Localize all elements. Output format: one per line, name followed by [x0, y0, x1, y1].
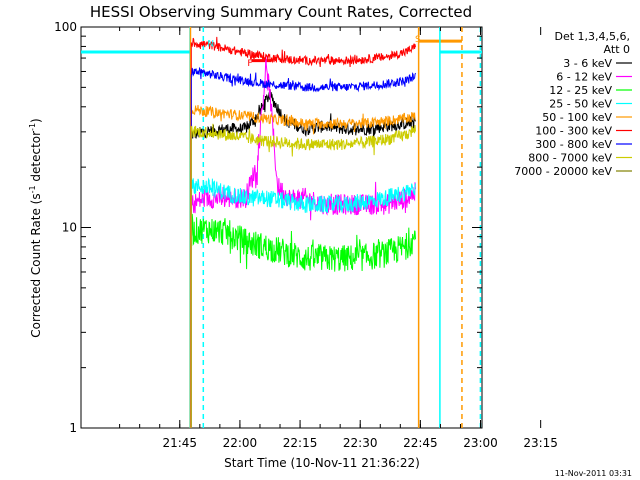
legend-entry-label: 7000 - 20000 keV — [514, 165, 612, 178]
legend-entry-label: 25 - 50 keV — [549, 98, 612, 111]
series-line-6 — [190, 66, 416, 428]
series-line-4 — [190, 105, 416, 428]
x-tick-label: 22:00 — [223, 436, 258, 450]
legend-header-line-2: Att 0 — [604, 43, 630, 56]
legend-entry-label: 6 - 12 keV — [556, 71, 612, 84]
y-tick-label: 100 — [54, 20, 77, 34]
series-line-5 — [190, 36, 416, 428]
x-axis: 21:45 22:00 22:15 22:30 22:45 23:00 23:15 — [119, 27, 558, 450]
legend-entry-label: 800 - 7000 keV — [528, 152, 612, 165]
legend-entry-label: 3 - 6 keV — [563, 57, 612, 70]
x-tick-label: 22:30 — [343, 436, 378, 450]
series-layer — [190, 36, 416, 428]
legend-entry-label: 50 - 100 keV — [542, 111, 612, 124]
x-tick-label: 22:15 — [283, 436, 318, 450]
x-tick-label: 23:15 — [523, 436, 558, 450]
chart-title: HESSI Observing Summary Count Rates, Cor… — [90, 3, 472, 21]
annotation-s: S — [415, 35, 421, 45]
series-line-7 — [190, 123, 416, 428]
legend-header-line-1: Det 1,3,4,5,6, — [554, 30, 630, 43]
x-axis-label: Start Time (10-Nov-11 21:36:22) — [224, 456, 420, 470]
series-line-1 — [190, 55, 416, 428]
y-tick-label: 10 — [62, 221, 77, 235]
legend-entry-label: 300 - 800 keV — [535, 138, 612, 151]
legend-entry-label: 100 - 300 keV — [535, 125, 612, 138]
plot-area: N F S — [80, 26, 483, 429]
annotation-f: F — [247, 59, 252, 69]
series-line-2 — [190, 213, 416, 428]
y-axis-label: Corrected Count Rate (s-1 detector-1) — [28, 118, 43, 337]
x-tick-label: 23:00 — [463, 436, 498, 450]
legend-entry-label: 12 - 25 keV — [549, 84, 612, 97]
timestamp: 11-Nov-2011 03:31 — [555, 469, 632, 478]
series-line-3 — [190, 177, 416, 428]
overlay-lines — [81, 27, 482, 428]
annotation-layer: N F S — [207, 35, 421, 69]
y-tick-label: 1 — [69, 421, 77, 435]
annotation-n: N — [207, 39, 214, 49]
x-tick-label: 21:45 — [162, 436, 197, 450]
x-tick-label: 22:45 — [403, 436, 438, 450]
y-axis: 1 10 100 — [54, 20, 482, 435]
